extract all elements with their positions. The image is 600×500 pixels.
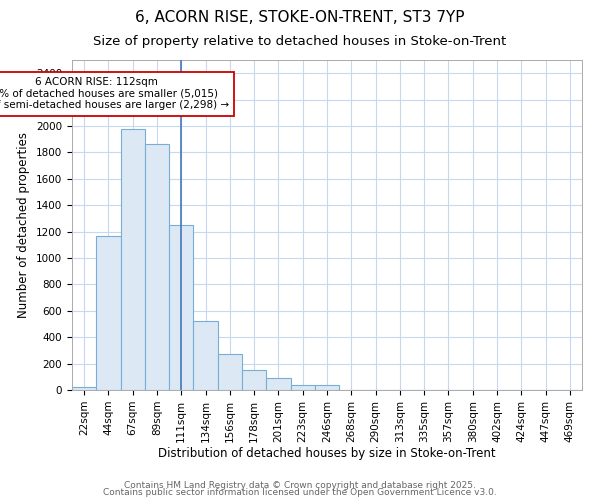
- Text: 6 ACORN RISE: 112sqm
← 68% of detached houses are smaller (5,015)
31% of semi-de: 6 ACORN RISE: 112sqm ← 68% of detached h…: [0, 77, 229, 110]
- Text: Contains HM Land Registry data © Crown copyright and database right 2025.: Contains HM Land Registry data © Crown c…: [124, 480, 476, 490]
- Bar: [169, 225, 193, 390]
- Bar: [242, 370, 266, 390]
- Bar: [193, 322, 218, 390]
- X-axis label: Distribution of detached houses by size in Stoke-on-Trent: Distribution of detached houses by size …: [158, 448, 496, 460]
- Bar: [72, 386, 96, 390]
- Bar: [266, 378, 290, 390]
- Bar: [121, 128, 145, 390]
- Bar: [315, 386, 339, 390]
- Text: Contains public sector information licensed under the Open Government Licence v3: Contains public sector information licen…: [103, 488, 497, 497]
- Bar: [96, 236, 121, 390]
- Text: Size of property relative to detached houses in Stoke-on-Trent: Size of property relative to detached ho…: [94, 35, 506, 48]
- Text: 6, ACORN RISE, STOKE-ON-TRENT, ST3 7YP: 6, ACORN RISE, STOKE-ON-TRENT, ST3 7YP: [135, 10, 465, 25]
- Bar: [145, 144, 169, 390]
- Y-axis label: Number of detached properties: Number of detached properties: [17, 132, 31, 318]
- Bar: [218, 354, 242, 390]
- Bar: [290, 384, 315, 390]
